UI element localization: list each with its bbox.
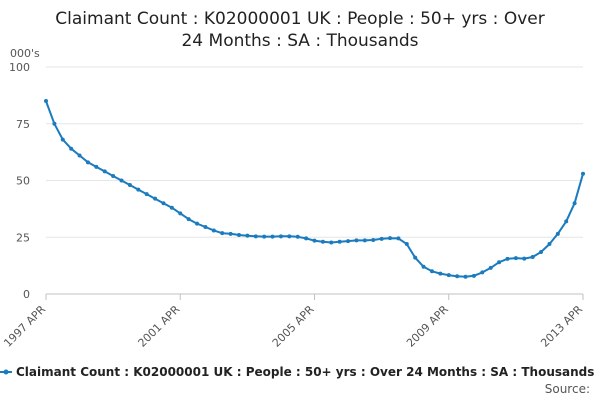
data-point-37[interactable] [354,238,359,243]
chart-title-line-1: Claimant Count : K02000001 UK : People :… [55,9,544,29]
legend-marker-icon [3,369,9,375]
data-point-2[interactable] [60,137,65,142]
chart-title-line-2: 24 Months : SA : Thousands [181,31,418,51]
data-point-19[interactable] [203,225,208,230]
data-point-28[interactable] [278,234,283,239]
data-point-45[interactable] [421,264,426,269]
data-point-23[interactable] [236,232,241,237]
data-point-35[interactable] [337,239,342,244]
data-point-18[interactable] [195,221,200,226]
data-point-39[interactable] [371,237,376,242]
legend-label: Claimant Count : K02000001 UK : People :… [16,365,594,379]
data-point-50[interactable] [463,274,468,279]
data-point-20[interactable] [211,228,216,233]
data-point-33[interactable] [320,239,325,244]
data-point-6[interactable] [94,164,99,169]
data-point-31[interactable] [304,236,309,241]
data-point-17[interactable] [186,217,191,222]
y-axis-unit-label: 000's [10,47,40,60]
data-point-11[interactable] [136,187,141,192]
y-tick-label-25: 25 [16,231,30,244]
data-point-32[interactable] [312,238,317,243]
data-point-58[interactable] [530,254,535,259]
data-point-55[interactable] [505,256,510,261]
data-point-26[interactable] [262,234,267,239]
data-point-22[interactable] [228,231,233,236]
y-tick-label-0: 0 [23,288,30,301]
data-point-42[interactable] [396,236,401,241]
data-point-46[interactable] [429,269,434,274]
data-point-44[interactable] [413,255,418,260]
data-point-41[interactable] [388,236,393,241]
x-tick-label-0: 1997 APR [1,303,48,350]
y-axis-ticks: 0 25 50 75 100 [9,61,30,301]
data-point-38[interactable] [362,238,367,243]
data-point-62[interactable] [564,219,569,224]
data-point-21[interactable] [220,231,225,236]
data-point-59[interactable] [539,250,544,255]
y-tick-label-75: 75 [16,118,30,131]
data-point-16[interactable] [178,211,183,216]
data-point-61[interactable] [555,231,560,236]
data-point-36[interactable] [346,239,351,244]
data-point-60[interactable] [547,242,552,247]
x-axis-ticks: 1997 APR 2001 APR 2005 APR 2009 APR 2013 APR [1,294,585,350]
data-point-34[interactable] [329,240,334,245]
data-point-14[interactable] [161,201,166,206]
data-point-3[interactable] [69,146,74,151]
data-point-10[interactable] [127,183,132,188]
gridlines [46,66,583,238]
data-point-57[interactable] [522,256,527,261]
x-tick-label-3: 2009 APR [404,303,451,350]
data-point-51[interactable] [471,273,476,278]
data-point-53[interactable] [488,265,493,270]
data-point-27[interactable] [270,234,275,239]
data-point-48[interactable] [446,273,451,278]
data-point-52[interactable] [480,270,485,275]
data-point-47[interactable] [438,271,443,276]
y-tick-label-50: 50 [16,175,30,188]
data-point-25[interactable] [253,234,258,239]
data-point-0[interactable] [44,99,48,104]
data-point-8[interactable] [111,173,116,178]
data-point-30[interactable] [295,234,300,239]
series-line-0 [45,100,584,278]
source-label: Source: [545,382,590,396]
data-point-4[interactable] [77,153,82,158]
data-point-49[interactable] [455,274,460,279]
data-point-64[interactable] [581,171,585,176]
y-tick-label-100: 100 [9,61,30,74]
data-point-24[interactable] [245,233,250,238]
data-point-5[interactable] [85,160,90,165]
data-point-13[interactable] [153,196,158,201]
legend[interactable]: Claimant Count : K02000001 UK : People :… [0,365,594,379]
data-point-56[interactable] [513,256,518,261]
data-point-15[interactable] [169,205,174,210]
data-point-40[interactable] [379,236,384,241]
x-tick-label-1: 2001 APR [135,303,182,350]
series-group [44,99,585,279]
data-point-1[interactable] [52,121,57,126]
data-point-12[interactable] [144,192,149,197]
data-point-54[interactable] [497,260,502,265]
data-point-29[interactable] [287,234,292,239]
data-point-43[interactable] [404,242,409,247]
x-tick-label-4: 2013 APR [538,303,585,350]
x-tick-label-2: 2005 APR [270,303,317,350]
data-point-9[interactable] [119,178,124,183]
data-point-7[interactable] [102,169,107,174]
data-point-63[interactable] [572,201,577,206]
